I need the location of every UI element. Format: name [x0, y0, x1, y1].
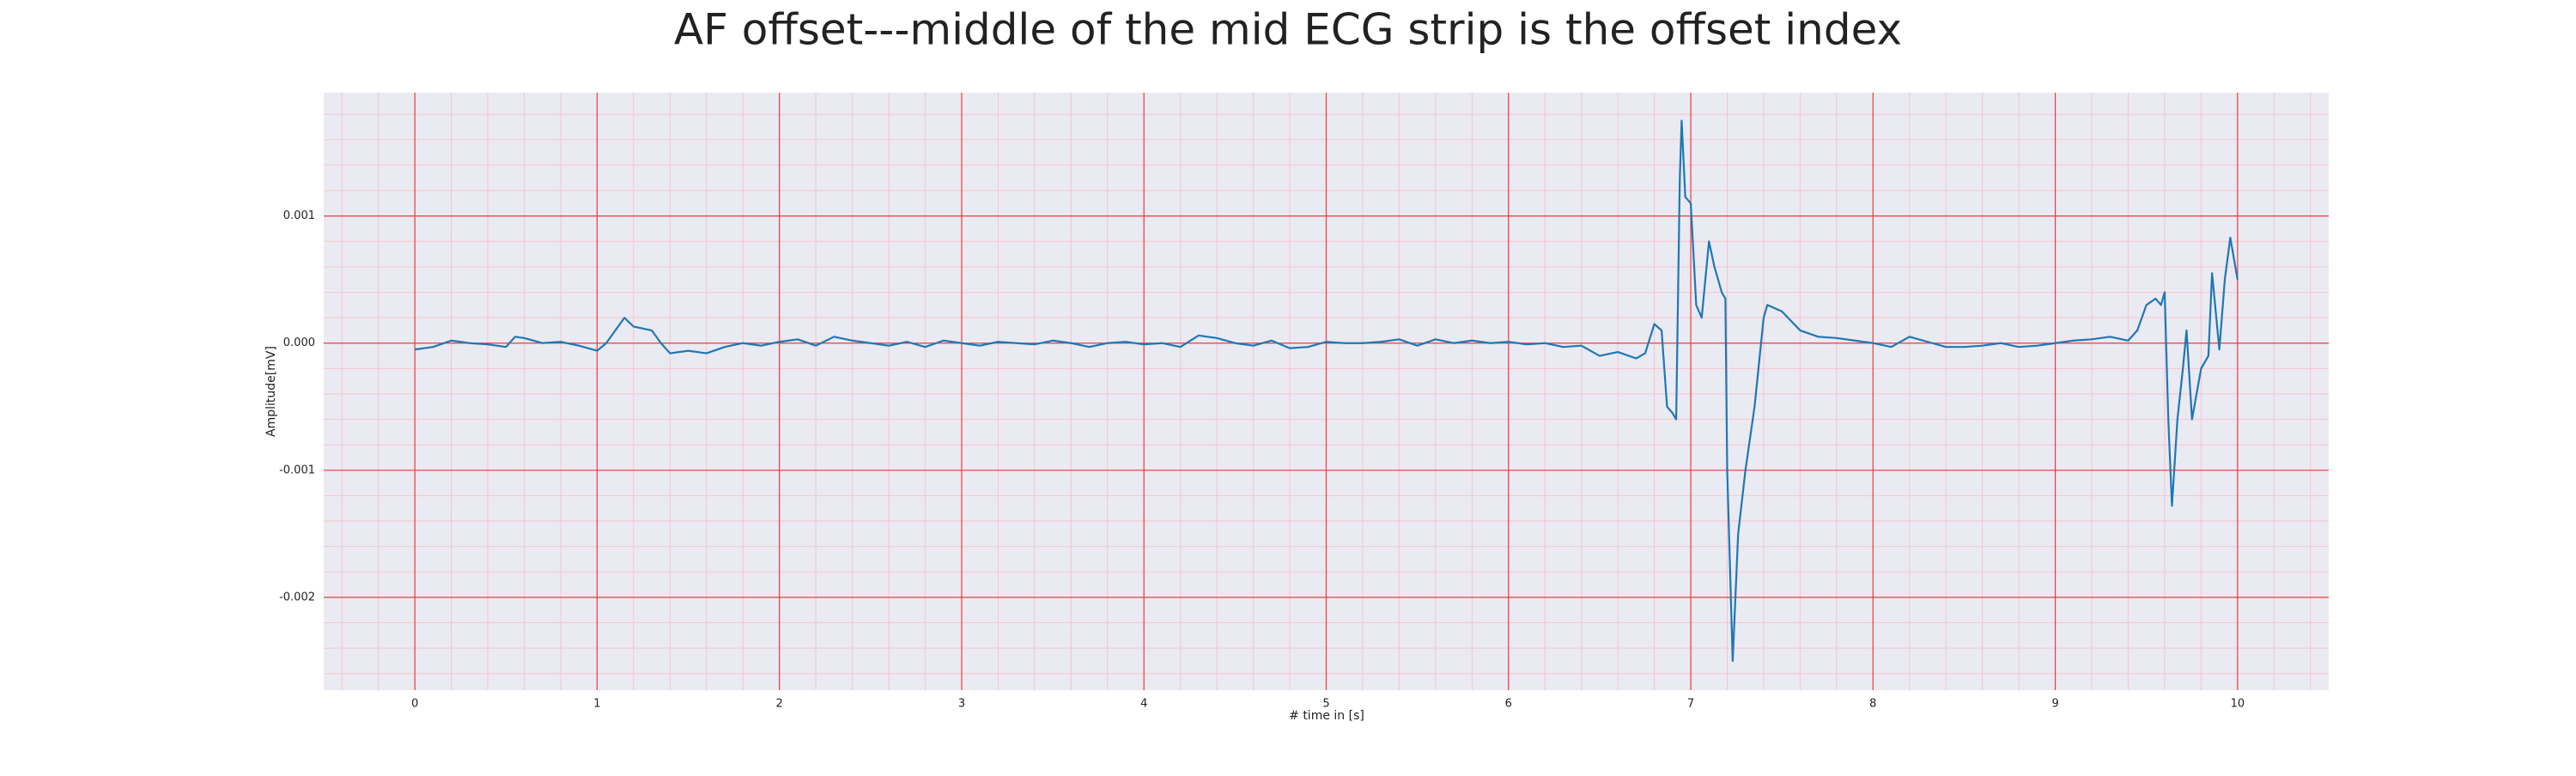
y-tick-label: -0.002: [279, 591, 315, 603]
x-axis-label: # time in [s]: [1289, 709, 1364, 723]
x-tick-label: 2: [776, 698, 783, 711]
x-tick-label: 3: [958, 698, 965, 711]
x-tick-label: 6: [1505, 698, 1512, 711]
x-tick-label: 9: [2051, 698, 2058, 711]
x-tick-label: 5: [1322, 698, 1329, 711]
ecg-line: [414, 119, 2239, 663]
y-tick-label: -0.001: [279, 464, 315, 476]
x-tick-label: 1: [593, 698, 600, 711]
x-tick-label: 10: [2231, 698, 2245, 711]
x-tick-label: 0: [411, 698, 418, 711]
x-tick-label: 8: [1869, 698, 1876, 711]
y-axis-label: Amplitude[mV]: [264, 346, 278, 437]
chart-title: AF offset---middle of the mid ECG strip …: [674, 5, 1902, 55]
x-tick-label: 7: [1687, 698, 1694, 711]
y-tick-label: 0.000: [283, 336, 315, 349]
x-tick-label: 4: [1140, 698, 1147, 711]
y-tick-label: 0.001: [283, 209, 315, 222]
